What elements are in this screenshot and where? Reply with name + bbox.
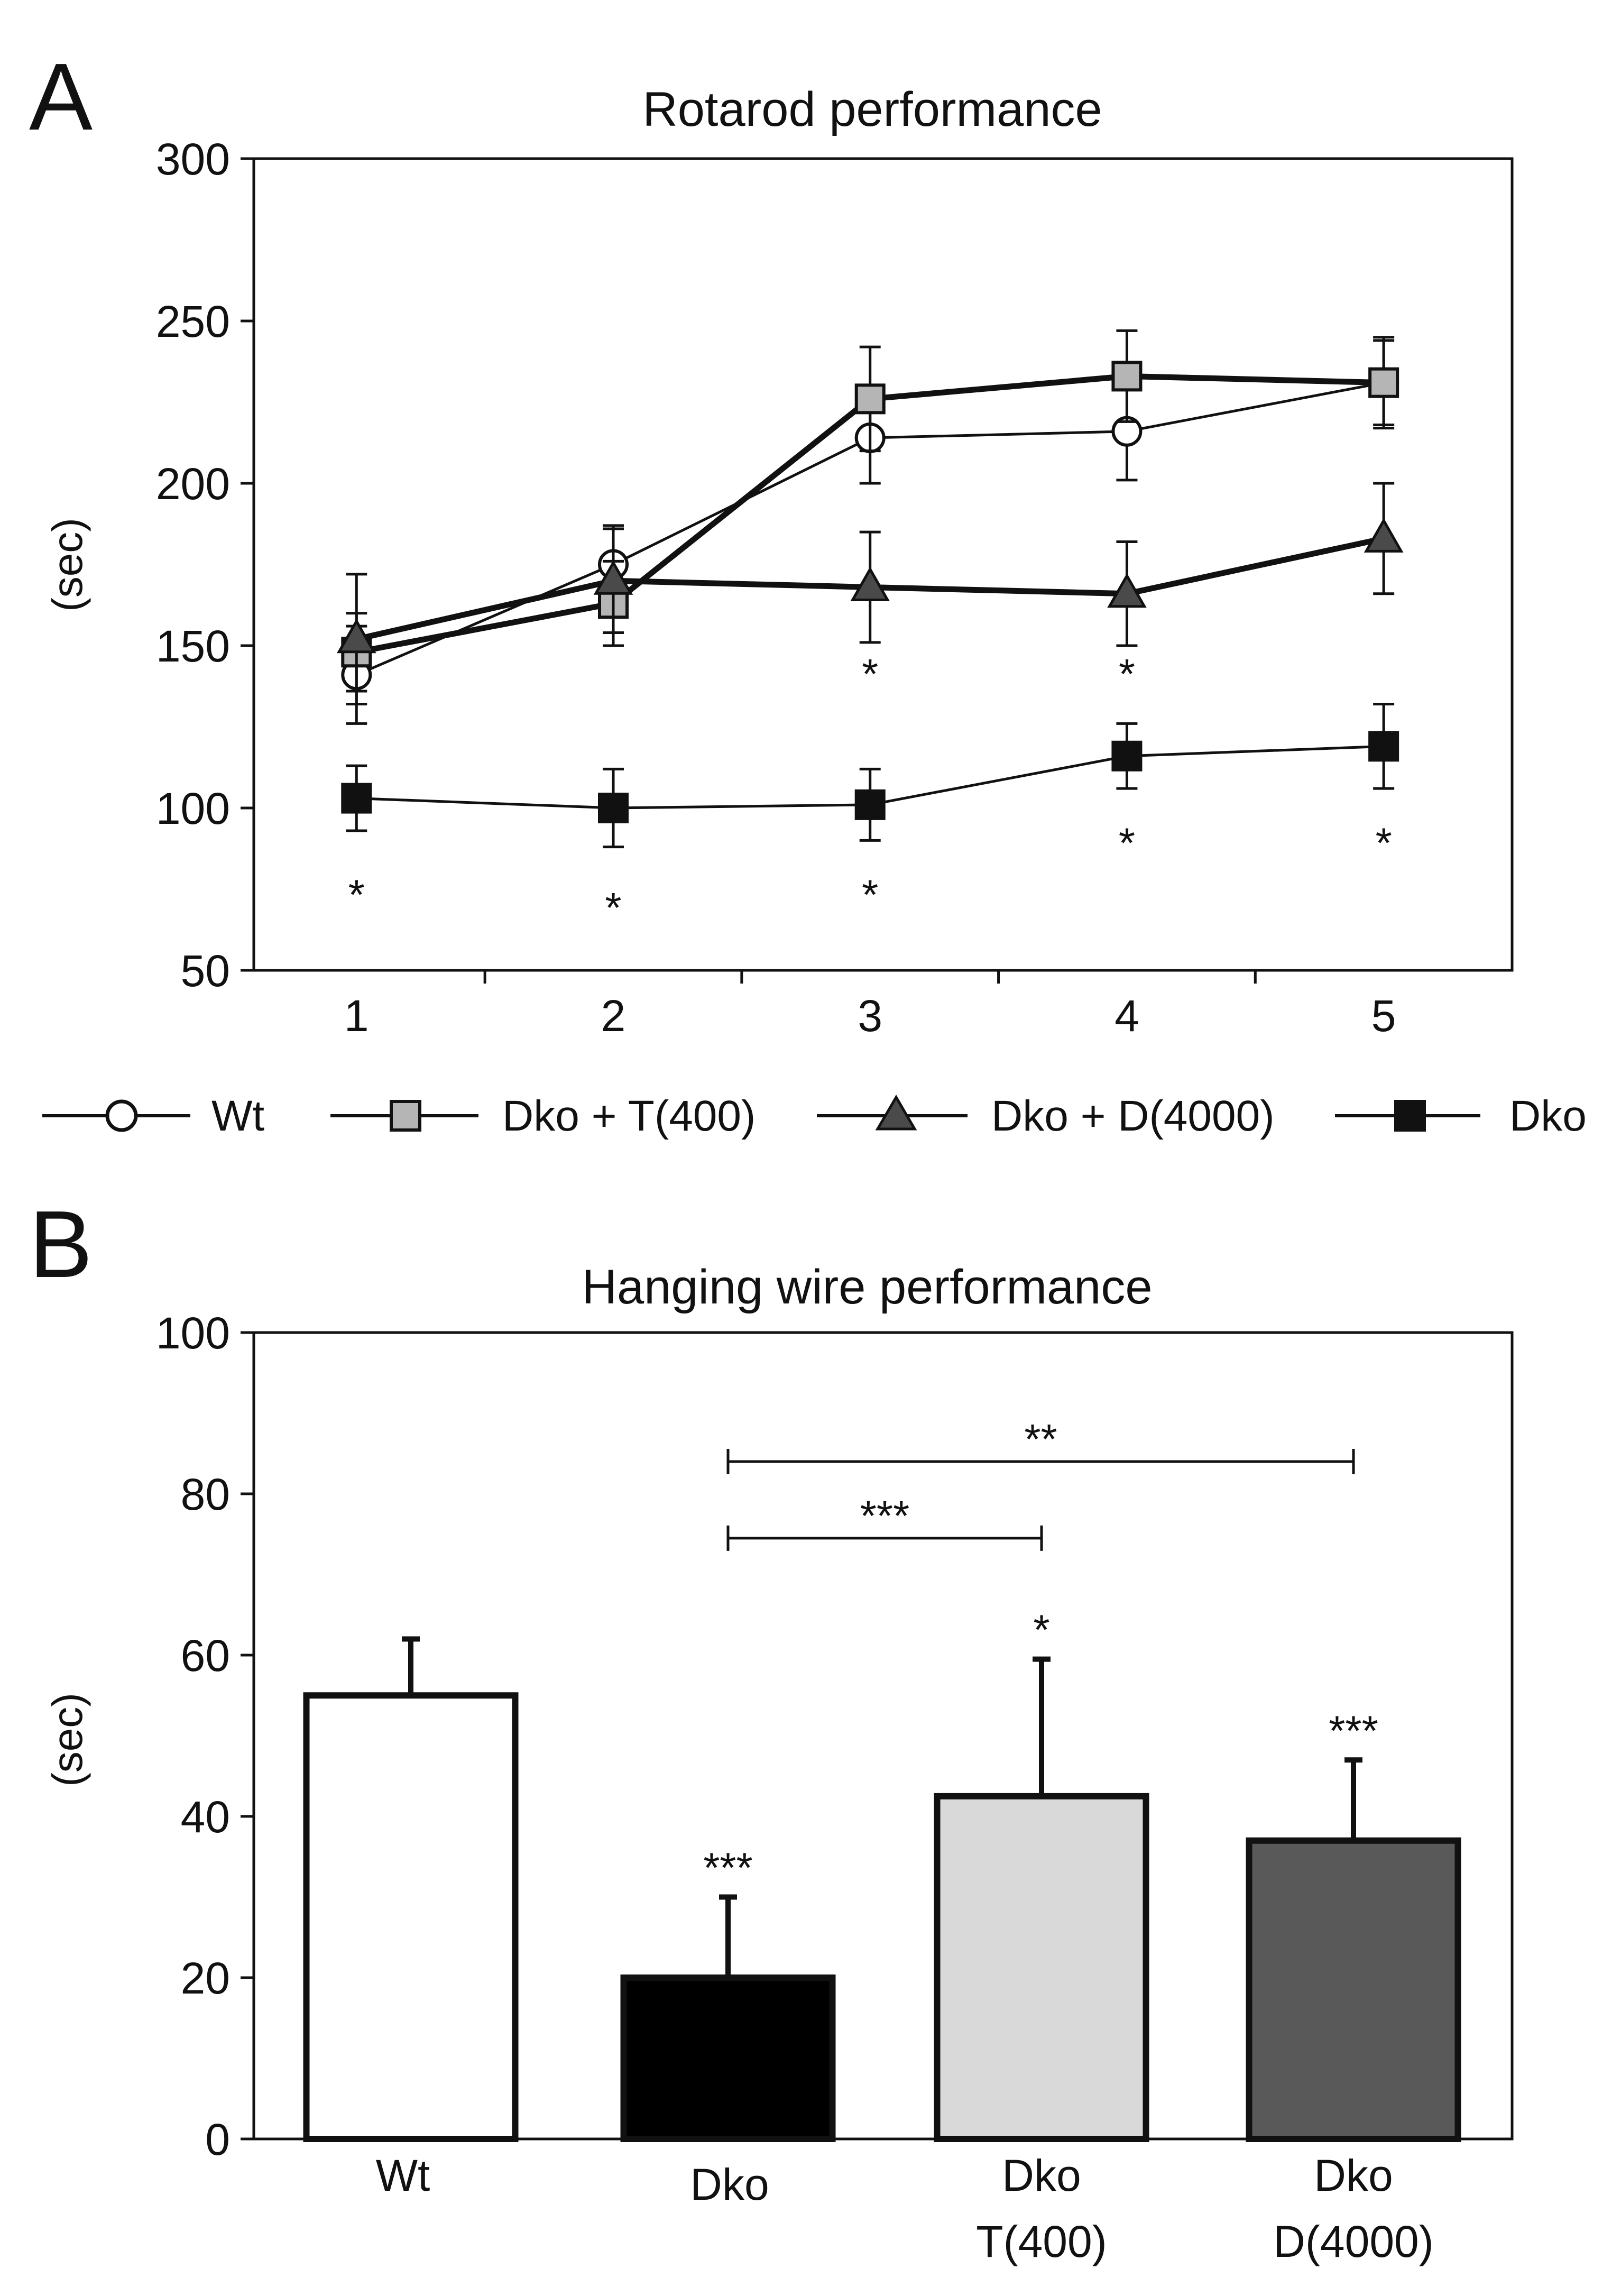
legend-marker-dko-t400 [390,1100,421,1132]
legend-item-wt: Wt [42,1092,264,1140]
bar-group: *** [1246,1707,1461,2142]
hanging-wire-plot-frame [252,1331,1514,2141]
data-point [1364,518,1404,553]
hanging-wire-brackets: ***** [726,1416,1355,1551]
hanging-wire-bars: ******* [303,1606,1461,2142]
y-tick-label: 80 [181,1470,230,1519]
hanging-wire-y-axis-label: (sec) [44,1693,91,1787]
x-tick-label: 2 [601,991,626,1041]
x-category-label: T(400) [976,2217,1107,2266]
hanging-wire-title: Hanging wire performance [582,1260,1153,1314]
significance-marker: * [862,650,878,697]
series-dko-d-4000- [336,482,1404,706]
y-tick-label: 60 [181,1631,230,1680]
bar [303,1692,519,2142]
data-point [1368,731,1399,762]
y-tick-label: 40 [181,1792,230,1842]
legend-item-dko-d4000: Dko + D(4000) [817,1092,1275,1140]
y-tick-label: 250 [156,297,230,346]
rotarod-chart: A Rotarod performance (sec) 50 100 150 200 2… [29,44,1514,1041]
bar-significance-label: *** [703,1844,752,1891]
data-point [1111,740,1143,772]
x-tick-label: 1 [344,991,369,1041]
data-point [1111,361,1143,392]
y-tick-label: 100 [156,1308,230,1358]
y-tick-label: 300 [156,134,230,184]
significance-marker: * [1119,650,1135,697]
x-category-label: Dko [1314,2151,1393,2200]
significance-marker: * [605,884,621,931]
panel-letter-b: B [29,1191,93,1298]
legend-label-dko-t400: Dko + T(400) [502,1092,756,1140]
y-tick-label: 20 [181,1953,230,2003]
data-point [854,383,886,415]
x-category-label: D(4000) [1273,2217,1433,2266]
series-dko [341,703,1399,849]
legend-item-dko: Dko [1335,1092,1587,1140]
y-tick-label: 100 [156,784,230,833]
bar-group: *** [620,1844,836,2142]
bar-significance-label: * [1033,1606,1049,1654]
legend-marker-dko [1394,1100,1426,1132]
data-point [598,793,629,823]
bar [620,1974,836,2142]
x-tick-label: 5 [1371,991,1396,1041]
legend-marker-wt [105,1099,138,1132]
x-category-label: Wt [376,2151,430,2200]
bar-significance-label: *** [1329,1707,1378,1754]
significance-marker: * [1119,819,1135,866]
hanging-wire-x-labels: Wt Dko Dko T(400) Dko D(4000) [376,2151,1434,2266]
data-point [1368,367,1399,398]
x-category-label: Dko [1002,2151,1081,2200]
significance-marker: * [348,871,365,919]
significance-marker: * [1376,819,1392,866]
rotarod-y-axis-label: (sec) [44,518,91,612]
rotarod-title: Rotarod performance [642,82,1102,136]
data-point [854,789,886,820]
significance-marker: * [862,871,878,919]
data-point [593,560,633,595]
hanging-wire-chart: B Hanging wire performance (sec) 0 20 40 60… [29,1191,1514,2266]
x-category-label: Dko [690,2160,769,2209]
panel-letter-a: A [29,44,93,150]
y-tick-label: 200 [156,459,230,509]
legend-marker-dko-d4000 [875,1095,917,1131]
x-tick-label: 4 [1115,991,1139,1041]
legend-label-dko: Dko [1509,1092,1587,1140]
data-point [850,566,890,601]
x-tick-label: 3 [858,991,882,1041]
bar [934,1793,1149,2142]
comparison-bracket: *** [726,1492,1043,1551]
bracket-label: ** [1024,1416,1057,1463]
rotarod-y-ticks: 50 100 150 200 250 300 [156,134,254,996]
rotarod-significance: * * * * * * * [348,650,1392,931]
bar-group: * [934,1606,1149,2142]
rotarod-x-ticks: 1 2 3 4 5 [344,970,1396,1041]
legend-label-wt: Wt [211,1092,264,1140]
legend-label-dko-d4000: Dko + D(4000) [991,1092,1275,1140]
y-tick-label: 150 [156,621,230,671]
data-point [341,783,372,814]
y-tick-label: 0 [205,2115,230,2164]
hanging-wire-y-ticks: 0 20 40 60 80 100 [156,1308,254,2164]
bar-group [303,1636,519,2142]
bar [1246,1837,1461,2142]
legend-item-dko-t400: Dko + T(400) [330,1092,756,1140]
data-point [1107,573,1147,608]
rotarod-series [336,329,1404,849]
comparison-bracket: ** [726,1416,1355,1474]
legend: Wt Dko + T(400) Dko + D(4000) Dko [42,1092,1587,1140]
y-tick-label: 50 [181,946,230,996]
data-point [336,618,376,654]
rotarod-plot-frame [252,157,1514,972]
bracket-label: *** [860,1492,909,1539]
